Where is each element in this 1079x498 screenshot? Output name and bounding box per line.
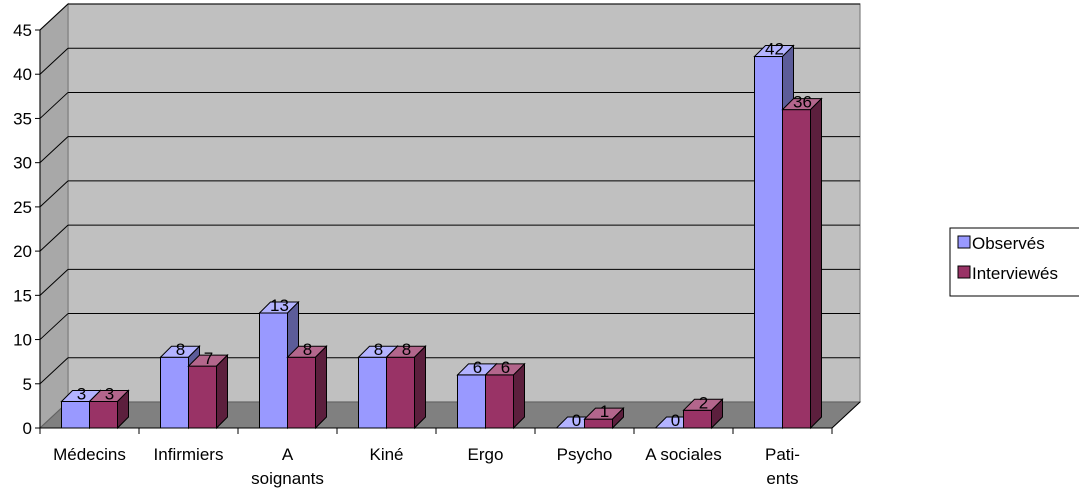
bar-value-label: 6 bbox=[473, 358, 482, 377]
legend-label: Interviewés bbox=[972, 264, 1058, 283]
bar-front bbox=[782, 109, 811, 429]
gridlines bbox=[39, 3, 860, 385]
bar-front bbox=[259, 312, 288, 429]
bars bbox=[60, 44, 823, 430]
gridline-side bbox=[39, 3, 69, 31]
x-axis-depth-line bbox=[831, 401, 861, 429]
legend-box bbox=[949, 227, 1079, 297]
gridline-side bbox=[39, 47, 69, 75]
x-category-label: Kiné bbox=[369, 445, 403, 464]
gridline-side bbox=[39, 224, 69, 252]
bar-value-label: 1 bbox=[600, 402, 609, 421]
legend-swatch bbox=[957, 265, 971, 279]
gridline-side bbox=[39, 357, 69, 385]
gridline-side bbox=[39, 92, 69, 119]
bar bbox=[385, 345, 427, 430]
y-tick-label: 40 bbox=[13, 65, 32, 84]
gridline-side bbox=[39, 180, 69, 208]
bar-front bbox=[188, 365, 217, 429]
y-tick-label: 20 bbox=[13, 242, 32, 261]
bar-value-label: 7 bbox=[204, 349, 213, 368]
bar-side bbox=[810, 97, 822, 430]
legend-swatch bbox=[957, 235, 971, 249]
bar-value-label: 2 bbox=[699, 393, 708, 412]
y-tick-label: 25 bbox=[13, 198, 32, 217]
bar-value-label: 0 bbox=[572, 411, 581, 430]
bar-value-label: 13 bbox=[270, 296, 289, 315]
x-category-label: Médecins bbox=[53, 445, 126, 464]
x-category-label: soignants bbox=[251, 469, 324, 488]
bar-front bbox=[287, 356, 316, 429]
bar-side bbox=[216, 353, 228, 430]
bar bbox=[484, 362, 526, 430]
legend-label: Observés bbox=[972, 234, 1045, 253]
bar-front bbox=[386, 356, 415, 429]
x-category-label: Ergo bbox=[468, 445, 504, 464]
bar-value-label: 3 bbox=[105, 384, 114, 403]
bar-value-label: 8 bbox=[176, 340, 185, 359]
x-category-label: A sociales bbox=[645, 445, 722, 464]
y-tick-label: 10 bbox=[13, 331, 32, 350]
bar-value-label: 36 bbox=[793, 93, 812, 112]
x-category-label: A bbox=[282, 445, 294, 464]
bar-front bbox=[457, 374, 486, 429]
x-category-label: Infirmiers bbox=[154, 445, 224, 464]
x-category-label: ents bbox=[766, 469, 798, 488]
x-category-label: Pati- bbox=[765, 445, 800, 464]
bar-value-label: 8 bbox=[303, 340, 312, 359]
bar-front bbox=[358, 356, 387, 429]
gridline-side bbox=[39, 268, 69, 296]
plot-back-wall bbox=[67, 3, 861, 403]
bar-front bbox=[754, 56, 783, 429]
bar-value-label: 8 bbox=[402, 340, 411, 359]
y-tick-label: 5 bbox=[23, 375, 32, 394]
bar-side bbox=[414, 345, 426, 430]
y-tick-label: 45 bbox=[13, 21, 32, 40]
y-tick-label: 15 bbox=[13, 286, 32, 305]
bar-front bbox=[683, 409, 712, 429]
bar-front bbox=[485, 374, 514, 429]
bar-side bbox=[711, 398, 723, 430]
legend: Observés Interviewés bbox=[949, 227, 1079, 297]
bar-side bbox=[513, 362, 525, 430]
gridline-side bbox=[39, 313, 69, 340]
bar-front bbox=[160, 356, 189, 429]
bar bbox=[88, 389, 130, 430]
bar-value-label: 0 bbox=[671, 411, 680, 430]
bar-side bbox=[612, 406, 624, 430]
bar-front bbox=[89, 400, 118, 429]
bar-side bbox=[315, 345, 327, 430]
bar-front bbox=[61, 400, 90, 429]
bar bbox=[682, 398, 724, 430]
bar bbox=[583, 406, 625, 430]
bar bbox=[781, 97, 823, 430]
x-category-label: Psycho bbox=[557, 445, 613, 464]
bar bbox=[286, 345, 328, 430]
bar-value-label: 3 bbox=[77, 384, 86, 403]
gridline-side bbox=[39, 136, 69, 164]
plot-side-wall bbox=[39, 2, 69, 430]
y-tick-label: 0 bbox=[23, 419, 32, 438]
y-tick-label: 35 bbox=[13, 109, 32, 128]
bar-value-label: 42 bbox=[765, 40, 784, 59]
bar bbox=[187, 353, 229, 430]
bar-value-label: 6 bbox=[501, 358, 510, 377]
bar-side bbox=[117, 389, 129, 430]
y-tick-label: 30 bbox=[13, 154, 32, 173]
bar-value-label: 8 bbox=[374, 340, 383, 359]
